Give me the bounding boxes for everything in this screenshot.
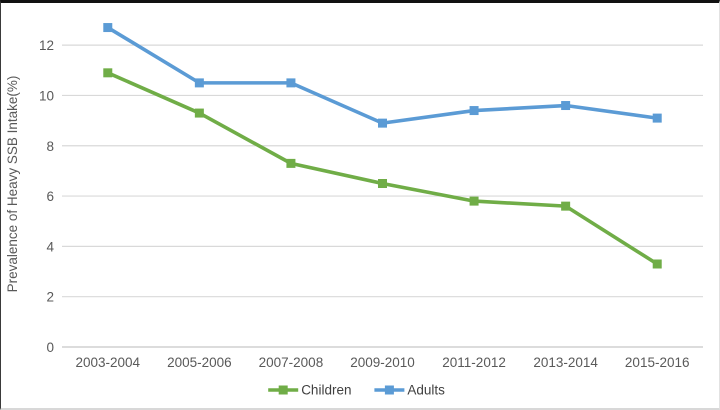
- data-point-children: [103, 68, 113, 78]
- x-tick-label: 2005-2006: [167, 355, 232, 370]
- gridlines: [62, 44, 703, 348]
- x-tick-label: 2007-2008: [259, 355, 324, 370]
- data-point-adults: [378, 118, 387, 128]
- y-tick-label: 12: [39, 38, 54, 53]
- data-series: [103, 23, 662, 269]
- data-point-adults: [286, 78, 296, 88]
- y-tick-label: 6: [46, 189, 54, 204]
- data-point-adults: [194, 78, 204, 88]
- data-point-adults: [561, 101, 571, 111]
- data-point-adults: [652, 113, 662, 123]
- y-axis-title: Prevalence of Heavy SSB Intake(%): [5, 76, 20, 293]
- y-tick-label: 0: [46, 340, 54, 355]
- y-tick-label: 4: [46, 239, 54, 254]
- legend-label-children: Children: [301, 383, 351, 398]
- legend: Children Adults: [268, 383, 445, 398]
- data-point-children: [286, 158, 296, 168]
- data-point-adults: [103, 23, 113, 33]
- line-chart: Prevalence of Heavy SSB Intake(%) 0 2 4 6 8 1…: [5, 23, 703, 398]
- data-point-adults: [469, 106, 479, 116]
- axis-labels: 0 2 4 6 8 10 12 2003-2004 2005-2006 2007-2008 2009…: [39, 38, 690, 370]
- y-tick-label: 10: [39, 88, 54, 103]
- x-tick-label: 2015-2016: [625, 355, 690, 370]
- y-tick-label: 8: [46, 139, 54, 154]
- data-point-children: [652, 259, 662, 269]
- y-tick-label: 2: [46, 290, 54, 305]
- legend-marker-children: [278, 385, 288, 395]
- legend-marker-adults: [384, 385, 394, 395]
- series-line-children: [105, 71, 660, 266]
- data-point-children: [378, 179, 387, 188]
- x-tick-label: 2011-2012: [442, 355, 506, 370]
- data-point-children: [561, 201, 571, 211]
- legend-label-adults: Adults: [407, 383, 445, 398]
- data-point-children: [194, 108, 204, 118]
- x-tick-label: 2013-2014: [533, 355, 598, 370]
- x-tick-label: 2003-2004: [76, 355, 141, 370]
- data-point-children: [469, 196, 479, 206]
- x-tick-label: 2009-2010: [350, 355, 415, 370]
